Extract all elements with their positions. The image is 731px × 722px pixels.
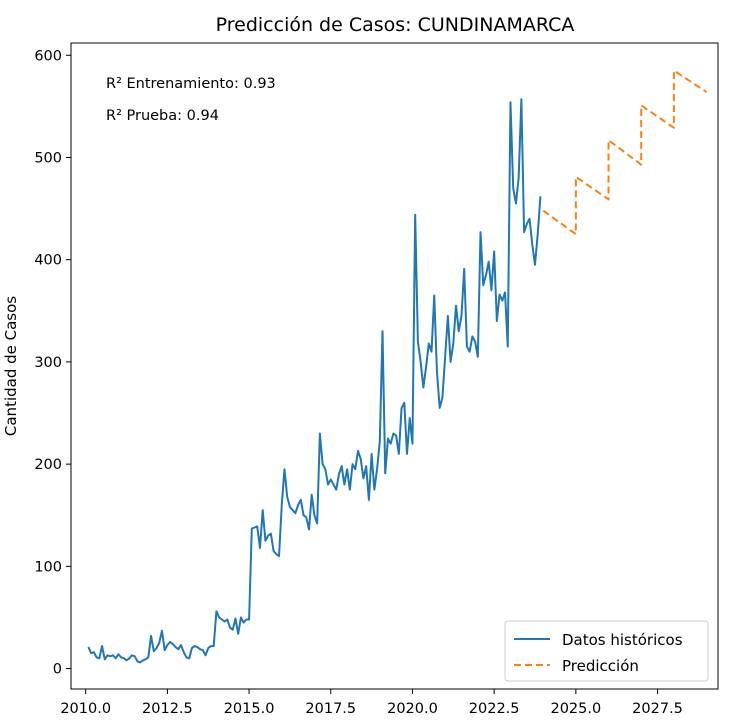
y-tick-label: 400 — [34, 253, 62, 269]
y-tick-label: 600 — [34, 48, 62, 64]
x-axis: 2010.0 2012.5 2015.0 2017.5 2020.0 2022.5 2025… — [60, 689, 683, 717]
y-axis-label: Cantidad de Casos — [2, 296, 20, 436]
x-tick-label: 2010.0 — [60, 701, 111, 717]
x-tick-label: 2012.5 — [142, 701, 193, 717]
y-tick-label: 500 — [34, 150, 62, 166]
legend-label-prediction: Predicción — [562, 657, 639, 675]
legend-label-historic: Datos históricos — [562, 631, 683, 649]
chart-title: Predicción de Casos: CUNDINAMARCA — [216, 14, 575, 36]
plot-frame — [70, 42, 719, 690]
y-tick-label: 0 — [53, 662, 62, 678]
legend-box — [504, 620, 709, 682]
annotation-r2-test: R² Prueba: 0.94 — [106, 108, 219, 124]
x-tick-label: 2022.5 — [469, 701, 520, 717]
prediction-series-line — [542, 69, 708, 236]
x-tick-label: 2020.0 — [387, 701, 438, 717]
x-tick-label: 2017.5 — [305, 701, 356, 717]
x-tick-label: 2015.0 — [224, 701, 275, 717]
legend: Datos históricos Predicción — [504, 620, 709, 682]
y-axis: 0 100 200 300 400 500 600 — [34, 48, 71, 678]
annotation-r2-train: R² Entrenamiento: 0.93 — [106, 76, 276, 92]
y-tick-label: 200 — [34, 457, 62, 473]
x-tick-label: 2027.5 — [632, 701, 683, 717]
y-tick-label: 300 — [34, 355, 62, 371]
y-tick-label: 100 — [34, 559, 62, 575]
plot-background — [71, 43, 718, 689]
historic-series-line — [87, 98, 542, 664]
x-tick-label: 2025.0 — [550, 701, 601, 717]
series-layer — [87, 69, 708, 664]
